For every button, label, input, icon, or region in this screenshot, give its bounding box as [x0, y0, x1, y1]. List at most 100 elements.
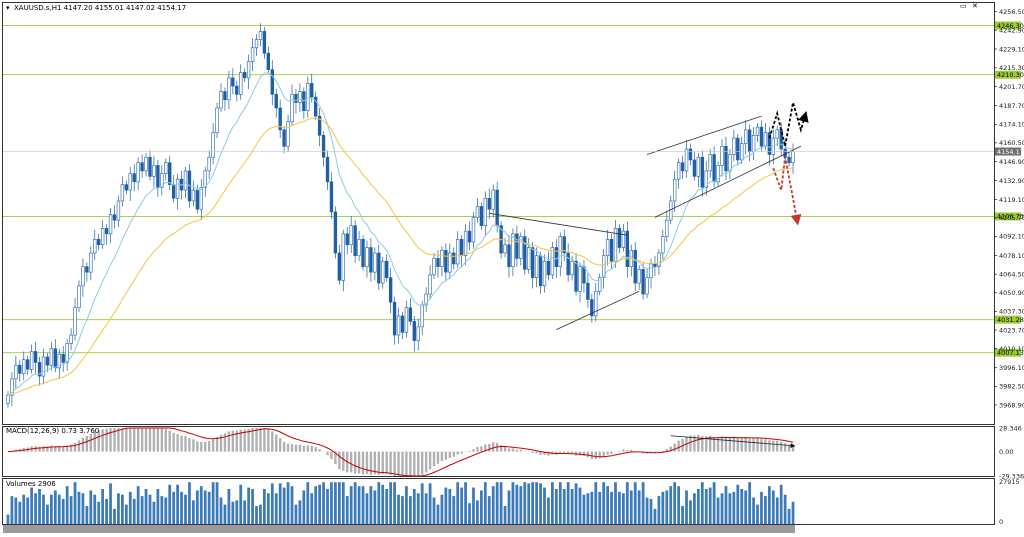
volume-bar-84 — [337, 482, 341, 524]
candle-body-34 — [140, 162, 144, 172]
volume-bar-128 — [511, 482, 515, 524]
volume-bar-2 — [14, 497, 18, 524]
candle-body-88 — [353, 225, 357, 257]
chart-menu-icon[interactable]: ▾ — [6, 4, 10, 12]
candle-body-98 — [392, 301, 397, 336]
volume-bar-98 — [393, 482, 396, 524]
candle-body-121 — [483, 197, 487, 226]
volumes-label: Volumes 2906 — [6, 480, 56, 488]
candle-body-72 — [290, 93, 294, 122]
candle-body-92 — [369, 247, 373, 273]
volume-bar-51 — [207, 491, 211, 524]
ma-slow-line — [7, 117, 794, 396]
close-icon[interactable]: ✕ — [972, 2, 978, 10]
level-label-1: 4210.30 — [997, 71, 1024, 79]
volume-bar-83 — [334, 482, 337, 524]
candle-body-65 — [262, 31, 267, 54]
volume-bar-125 — [499, 482, 503, 524]
candle-body-39 — [160, 173, 164, 188]
volume-bar-57 — [231, 501, 235, 524]
candle-body-111 — [444, 249, 448, 273]
macd-tick-0: 28.346 — [999, 424, 1022, 432]
volume-bar-44 — [180, 491, 183, 524]
volume-bar-39 — [160, 496, 164, 524]
price-tick-9: 4132.90 — [999, 177, 1024, 185]
level-label-0: 4246.30 — [997, 22, 1024, 30]
volume-bar-92 — [369, 486, 373, 524]
price-tick-8: 4146.90 — [999, 158, 1024, 166]
candle-body-157 — [625, 230, 630, 267]
candle-body-152 — [605, 239, 610, 257]
triangle-upper-trendline — [489, 212, 628, 236]
candle-body-21 — [89, 252, 93, 273]
candle-body-57 — [231, 77, 235, 87]
candle-body-183 — [728, 154, 732, 172]
candle-body-19 — [81, 266, 85, 287]
candle-body-38 — [156, 165, 160, 188]
volume-bar-18 — [77, 491, 81, 524]
candle-body-192 — [763, 132, 768, 147]
volume-bar-56 — [227, 489, 231, 524]
volume-bar-139 — [554, 489, 558, 524]
candle-body-110 — [440, 249, 444, 267]
volume-bar-183 — [728, 493, 732, 524]
volume-bar-13 — [57, 494, 61, 524]
volume-bar-38 — [156, 489, 160, 524]
volume-bar-162 — [645, 497, 649, 524]
volume-pane-frame — [2, 478, 995, 525]
candles-layer — [6, 23, 795, 408]
price-tick-19: 3996.10 — [999, 364, 1024, 372]
volume-bar-179 — [712, 482, 716, 524]
candle-body-109 — [436, 258, 440, 267]
price-tick-5: 4187.70 — [999, 102, 1024, 110]
candle-body-178 — [708, 154, 712, 172]
candle-body-142 — [566, 252, 570, 276]
volume-bar-132 — [527, 483, 531, 524]
volume-bar-109 — [436, 504, 440, 524]
candle-body-145 — [578, 266, 582, 292]
candle-body-115 — [459, 239, 464, 257]
candle-body-73 — [294, 93, 298, 103]
candle-body-116 — [463, 230, 468, 257]
volume-bar-122 — [487, 496, 491, 524]
candle-body-17 — [73, 307, 77, 336]
volume-bar-40 — [164, 497, 168, 524]
candle-body-64 — [258, 31, 263, 40]
volume-bar-164 — [653, 508, 657, 524]
candle-body-126 — [503, 244, 507, 254]
candle-body-177 — [704, 170, 708, 188]
channel-upper-trendline — [646, 115, 762, 155]
volume-bar-85 — [341, 482, 345, 524]
candle-body-113 — [452, 252, 456, 265]
candle-body-59 — [239, 72, 243, 95]
volume-bar-151 — [602, 482, 606, 524]
volume-bar-190 — [756, 504, 759, 524]
volume-bar-146 — [582, 494, 586, 524]
volume-bar-107 — [428, 483, 432, 524]
volume-bar-29 — [120, 494, 124, 524]
volume-bar-172 — [685, 490, 688, 524]
candle-body-195 — [775, 129, 779, 139]
candle-body-48 — [195, 189, 200, 210]
candle-body-30 — [124, 184, 129, 191]
volume-bar-36 — [148, 494, 152, 524]
candle-body-1 — [10, 378, 14, 396]
candle-body-90 — [361, 239, 365, 267]
window-controls: ▭ ✕ — [960, 2, 978, 10]
volume-bar-199 — [791, 501, 795, 524]
candle-body-25 — [104, 228, 109, 235]
volume-bar-33 — [136, 486, 140, 524]
volume-bar-4 — [22, 494, 26, 524]
volume-bar-43 — [176, 484, 179, 524]
price-tick-1: 4242.90 — [999, 26, 1024, 34]
candle-body-33 — [136, 162, 140, 183]
volume-bar-106 — [424, 493, 428, 524]
volume-bar-1 — [10, 496, 14, 524]
candle-body-169 — [672, 178, 677, 202]
volume-bar-58 — [235, 500, 239, 524]
bullish-zigzag-arrow — [768, 102, 809, 147]
volume-bar-133 — [531, 482, 535, 524]
candle-body-51 — [207, 156, 211, 172]
minimize-icon[interactable]: ▭ — [960, 2, 967, 10]
